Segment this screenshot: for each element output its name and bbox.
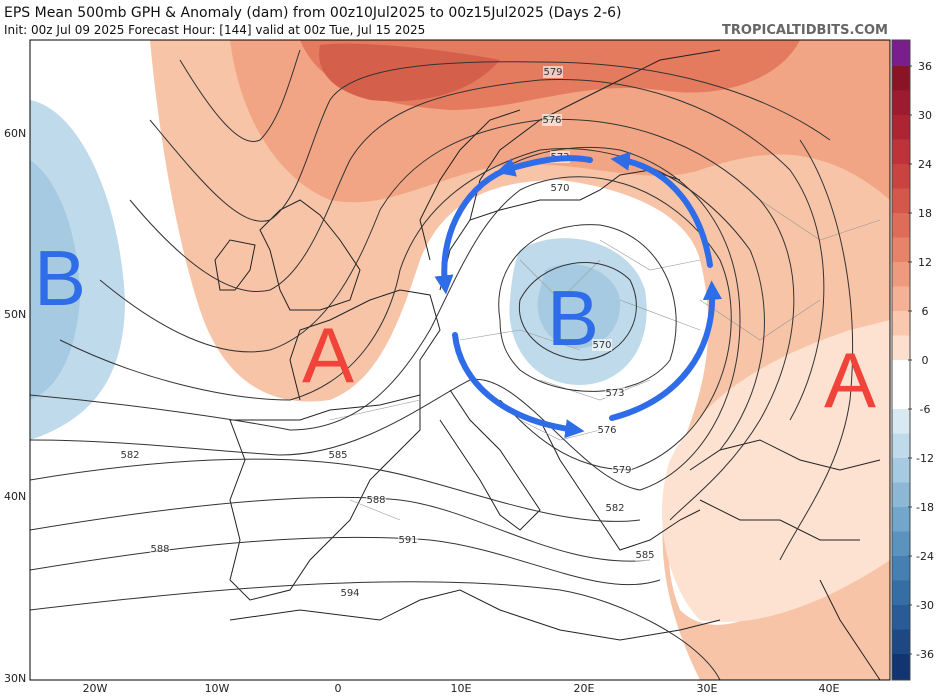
colorbar-swatch — [892, 433, 910, 458]
pressure-center: B — [34, 234, 86, 322]
contour-label-bg — [328, 449, 348, 461]
colorbar-swatch — [892, 286, 910, 311]
lon-label: 40E — [819, 682, 840, 695]
colorbar-swatch — [892, 90, 910, 115]
pressure-center: A — [824, 336, 876, 424]
colorbar-label: 6 — [922, 305, 929, 318]
colorbar-swatch — [892, 139, 910, 164]
colorbar-swatch — [892, 580, 910, 605]
title: EPS Mean 500mb GPH & Anomaly (dam) from … — [4, 5, 622, 21]
colorbar-swatch — [892, 482, 910, 507]
contour-label-bg — [543, 66, 563, 78]
contour-label: 576 — [597, 425, 616, 436]
colorbar-swatch — [892, 458, 910, 483]
colorbar-swatch — [892, 384, 910, 409]
contour-label: 588 — [150, 544, 169, 555]
contour-label-bg — [605, 502, 625, 514]
contour-label: 573 — [605, 388, 624, 399]
contour-label-bg — [150, 543, 170, 555]
colorbar-swatch — [892, 311, 910, 336]
colorbar-label: 18 — [918, 207, 932, 220]
lat-label: 60N — [4, 127, 26, 140]
colorbar-label: 24 — [918, 158, 932, 171]
pressure-center: B — [547, 274, 599, 362]
colorbar-swatch — [892, 188, 910, 213]
contour-label: 570 — [592, 340, 611, 351]
colorbar-label: -36 — [916, 648, 934, 661]
colorbar-label: -18 — [916, 501, 934, 514]
colorbar-label: 12 — [918, 256, 932, 269]
contour-label-bg — [635, 549, 655, 561]
contour-label-bg — [366, 494, 386, 506]
contour-label: 582 — [120, 450, 139, 461]
lon-label: 20W — [83, 682, 108, 695]
contour-label-bg — [398, 534, 418, 546]
colorbar-swatch — [892, 629, 910, 654]
contour-label: 582 — [605, 503, 624, 514]
contour-label-bg — [605, 387, 625, 399]
lon-label: 20E — [574, 682, 595, 695]
colorbar-swatch — [892, 507, 910, 532]
contour-label: 576 — [542, 115, 561, 126]
colorbar-label: 0 — [922, 354, 929, 367]
site-name: TROPICALTIDBITS.COM — [722, 23, 888, 38]
pressure-center: A — [302, 311, 354, 399]
contour-label: 579 — [612, 465, 631, 476]
colorbar-swatch — [892, 40, 910, 66]
contour-label-bg — [542, 114, 562, 126]
colorbar-label: -6 — [920, 403, 931, 416]
lon-label: 10E — [451, 682, 472, 695]
contour-label-bg — [612, 464, 632, 476]
contour-label: 585 — [635, 550, 654, 561]
colorbar-swatch — [892, 360, 910, 385]
map-frame — [29, 39, 891, 681]
colorbar-swatch — [892, 654, 910, 680]
contour-label: 570 — [550, 183, 569, 194]
colorbar-swatch — [892, 164, 910, 189]
colorbar-swatch — [892, 66, 910, 91]
colorbar-label: -24 — [916, 550, 934, 563]
contour-label-bg — [592, 339, 612, 351]
contour-label-bg — [550, 182, 570, 194]
colorbar-label: 30 — [918, 109, 932, 122]
contour-label: 579 — [543, 67, 562, 78]
colorbar-swatch — [892, 531, 910, 556]
lat-label: 40N — [4, 490, 26, 503]
lon-label: 10W — [205, 682, 230, 695]
colorbar-label: -12 — [916, 452, 934, 465]
lon-label: 0 — [335, 682, 342, 695]
subtitle: Init: 00z Jul 09 2025 Forecast Hour: [14… — [4, 23, 425, 37]
lat-label: 50N — [4, 308, 26, 321]
contour-label-bg — [340, 587, 360, 599]
colorbar-swatch — [892, 335, 910, 360]
colorbar-swatch — [892, 605, 910, 630]
colorbar-label: -30 — [916, 599, 934, 612]
lon-label: 30E — [697, 682, 718, 695]
contour-label: 585 — [328, 450, 347, 461]
colorbar-swatch — [892, 115, 910, 140]
contour-label-bg — [597, 424, 617, 436]
contour-label: 588 — [366, 495, 385, 506]
lat-label: 30N — [4, 672, 26, 685]
contour-label-bg — [120, 449, 140, 461]
colorbar-label: 36 — [918, 60, 932, 73]
contour-label: 591 — [398, 535, 417, 546]
colorbar-swatch — [892, 213, 910, 238]
colorbar-swatch — [892, 237, 910, 262]
colorbar-swatch — [892, 556, 910, 581]
colorbar-swatch — [892, 262, 910, 287]
colorbar-swatch — [892, 409, 910, 434]
contour-label: 594 — [340, 588, 359, 599]
